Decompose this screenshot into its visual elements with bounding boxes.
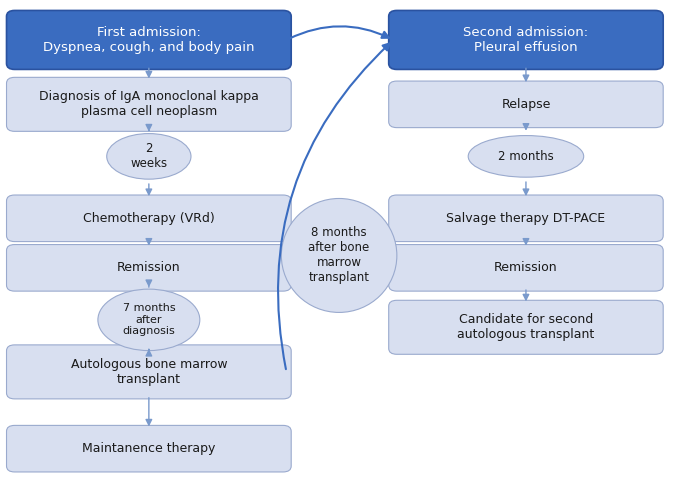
FancyBboxPatch shape bbox=[388, 244, 663, 291]
Text: First admission:
Dyspnea, cough, and body pain: First admission: Dyspnea, cough, and bod… bbox=[43, 26, 255, 54]
Text: Salvage therapy DT-PACE: Salvage therapy DT-PACE bbox=[447, 212, 606, 225]
Text: 8 months
after bone
marrow
transplant: 8 months after bone marrow transplant bbox=[308, 226, 370, 285]
FancyBboxPatch shape bbox=[7, 77, 291, 131]
FancyBboxPatch shape bbox=[7, 345, 291, 399]
Text: 2
weeks: 2 weeks bbox=[130, 142, 167, 170]
FancyBboxPatch shape bbox=[388, 81, 663, 128]
Text: Second admission:
Pleural effusion: Second admission: Pleural effusion bbox=[463, 26, 588, 54]
Text: Remission: Remission bbox=[494, 262, 558, 275]
Text: Autologous bone marrow
transplant: Autologous bone marrow transplant bbox=[71, 358, 227, 386]
Text: Maintanence therapy: Maintanence therapy bbox=[82, 442, 216, 455]
Text: Relapse: Relapse bbox=[501, 98, 551, 111]
FancyBboxPatch shape bbox=[7, 244, 291, 291]
Text: Candidate for second
autologous transplant: Candidate for second autologous transpla… bbox=[458, 313, 595, 341]
Text: 2 months: 2 months bbox=[498, 150, 554, 163]
FancyBboxPatch shape bbox=[388, 195, 663, 241]
Text: Diagnosis of IgA monoclonal kappa
plasma cell neoplasm: Diagnosis of IgA monoclonal kappa plasma… bbox=[39, 90, 259, 118]
FancyBboxPatch shape bbox=[388, 300, 663, 354]
Ellipse shape bbox=[468, 136, 584, 177]
Text: Chemotherapy (VRd): Chemotherapy (VRd) bbox=[83, 212, 214, 225]
Text: Remission: Remission bbox=[117, 262, 181, 275]
Ellipse shape bbox=[282, 198, 397, 313]
Ellipse shape bbox=[107, 134, 191, 179]
FancyBboxPatch shape bbox=[7, 425, 291, 472]
Ellipse shape bbox=[98, 289, 200, 351]
FancyBboxPatch shape bbox=[7, 11, 291, 70]
FancyBboxPatch shape bbox=[388, 11, 663, 70]
FancyBboxPatch shape bbox=[7, 195, 291, 241]
Text: 7 months
after
diagnosis: 7 months after diagnosis bbox=[123, 303, 175, 337]
